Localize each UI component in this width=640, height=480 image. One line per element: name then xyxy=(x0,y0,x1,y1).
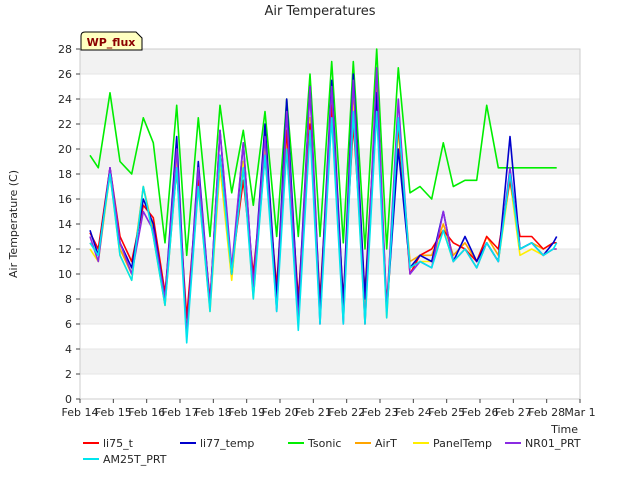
legend-label: li75_t xyxy=(103,437,134,450)
legend-label: li77_temp xyxy=(200,437,254,450)
y-tick-label: 24 xyxy=(58,93,72,106)
grid-band xyxy=(80,374,580,399)
y-tick-label: 12 xyxy=(58,243,72,256)
legend: li75_t li77_temp Tsonic AirT PanelTemp NR01_P… xyxy=(83,437,581,466)
x-tick-label: Feb 26 xyxy=(462,406,499,419)
grid-band xyxy=(80,299,580,324)
grid-band xyxy=(80,49,580,74)
y-tick-label: 4 xyxy=(65,343,72,356)
x-tick-label: Feb 23 xyxy=(362,406,399,419)
series-line-am25t_prt xyxy=(89,110,558,344)
grid-band xyxy=(80,174,580,199)
y-tick-label: 0 xyxy=(65,393,72,406)
y-tick-label: 28 xyxy=(58,43,72,56)
x-tick-label: Mar 1 xyxy=(564,406,595,419)
chart-title: Air Temperatures xyxy=(264,4,375,19)
legend-label: AirT xyxy=(375,437,397,450)
x-tick-label: Feb 22 xyxy=(328,406,365,419)
grid-band xyxy=(80,249,580,274)
series-line-tsonic xyxy=(89,48,557,257)
wp-flux-badge: WP_flux xyxy=(80,31,143,51)
y-tick-label: 26 xyxy=(58,68,72,81)
y-tick-label: 8 xyxy=(65,293,72,306)
y-tick-label: 2 xyxy=(65,368,72,381)
y-tick-label: 22 xyxy=(58,118,72,131)
x-tick-label: Feb 14 xyxy=(62,406,99,419)
grid-band xyxy=(80,199,580,224)
grid-band xyxy=(80,324,580,349)
x-tick-label: Feb 27 xyxy=(495,406,532,419)
legend-label: Tsonic xyxy=(307,437,341,450)
y-tick-label: 20 xyxy=(58,143,72,156)
x-tick-label: Feb 20 xyxy=(262,406,299,419)
x-tick-label: Feb 17 xyxy=(162,406,199,419)
x-axis-label: Time xyxy=(550,423,578,436)
x-tick-label: Feb 15 xyxy=(95,406,132,419)
y-tick-label: 14 xyxy=(58,218,72,231)
grid-band xyxy=(80,274,580,299)
grid-band xyxy=(80,349,580,374)
x-tick-label: Feb 21 xyxy=(295,406,332,419)
y-tick-label: 18 xyxy=(58,168,72,181)
y-axis-label: Air Temperature (C) xyxy=(7,170,20,278)
legend-label: NR01_PRT xyxy=(525,437,581,450)
x-tick-label: Feb 28 xyxy=(528,406,565,419)
x-tick-label: Feb 24 xyxy=(395,406,432,419)
grid-bands xyxy=(80,49,580,400)
x-tick-label: Feb 19 xyxy=(228,406,265,419)
legend-label: AM25T_PRT xyxy=(103,453,167,466)
badge-label: WP_flux xyxy=(87,36,136,49)
x-tick-label: Feb 16 xyxy=(128,406,165,419)
x-tick-label: Feb 25 xyxy=(428,406,465,419)
series-lines xyxy=(89,48,558,344)
x-tick-label: Feb 18 xyxy=(195,406,232,419)
legend-label: PanelTemp xyxy=(433,437,492,450)
y-tick-label: 10 xyxy=(58,268,72,281)
y-tick-label: 16 xyxy=(58,193,72,206)
y-tick-label: 6 xyxy=(65,318,72,331)
